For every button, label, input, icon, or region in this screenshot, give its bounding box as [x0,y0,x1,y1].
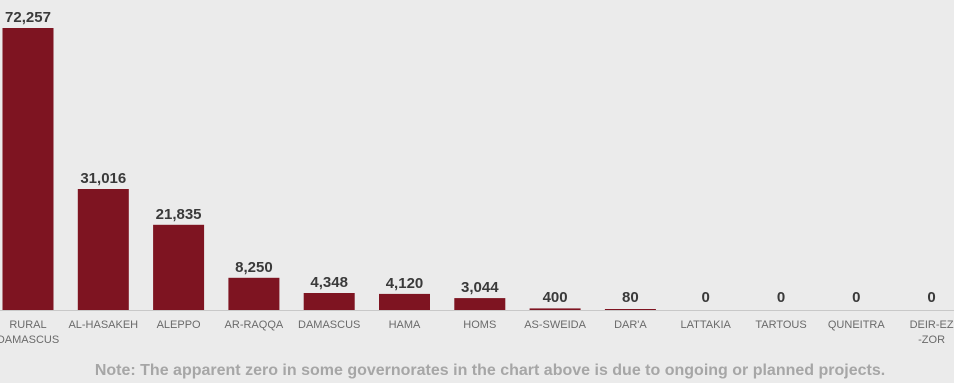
data-label: 8,250 [235,259,273,276]
data-label: 0 [927,289,935,306]
x-tick-label: HAMA [389,319,421,331]
x-tick-label: ALEPPO [157,319,201,331]
x-tick-label: HOMS [463,319,496,331]
bars-group [2,28,656,310]
data-label: 31,016 [80,170,126,187]
bar [529,308,581,310]
category-labels-group: RURAL DAMASCUS AL-HASAKEH ALEPPO AR-RAQQA DAM… [0,319,954,346]
data-label: 4,120 [386,275,424,292]
data-label: 0 [702,289,710,306]
bar [77,189,129,310]
x-tick-label: TARTOUS [755,319,806,331]
bar [153,224,205,310]
data-label: 0 [852,289,860,306]
data-label: 3,044 [461,279,499,296]
x-tick-label: DAMASCUS [298,319,360,331]
bar [303,293,355,310]
x-tick-label: AL-HASAKEH [68,319,138,331]
bar [2,28,54,310]
bar [454,298,506,310]
bar [228,277,280,310]
x-tick-label: AS-SWEIDA [524,319,586,331]
x-tick-label: AR-RAQQA [225,319,284,331]
x-tick-label: DAMASCUS [0,334,59,346]
data-label: 80 [622,289,639,306]
x-tick-label: DAR'A [614,319,647,331]
x-tick-label: DEIR-EZ [910,319,954,331]
x-tick-label: -ZOR [918,334,945,346]
data-label: 72,257 [5,9,51,26]
chart-note: Note: The apparent zero in some governor… [94,362,886,379]
bar [604,309,656,310]
value-labels-group: 72,257 31,016 21,835 8,250 4,348 4,120 3,044 40… [5,9,936,306]
data-label: 400 [543,289,568,306]
x-tick-label: QUNEITRA [828,319,886,331]
bar [379,293,430,310]
data-label: 0 [777,289,785,306]
data-label: 4,348 [310,274,348,291]
data-label: 21,835 [156,206,202,223]
x-tick-label: RURAL [9,319,46,331]
x-tick-label: LATTAKIA [681,319,732,331]
